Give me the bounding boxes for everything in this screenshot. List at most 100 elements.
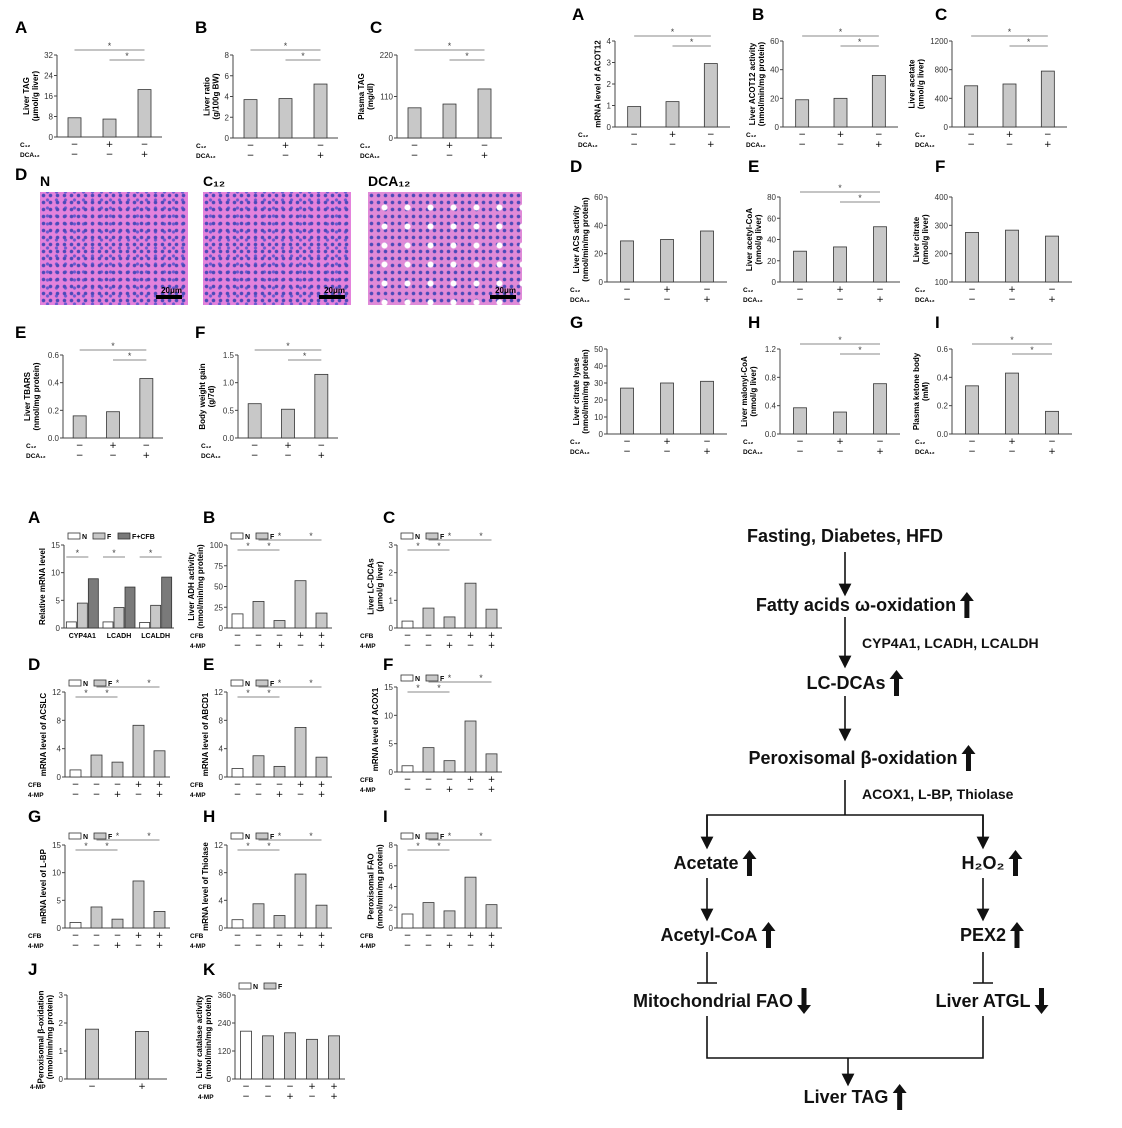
significance-star: * [246,688,250,698]
condition-mark: − [876,285,884,295]
condition-mark: + [143,451,151,461]
condition-mark: + [297,931,305,941]
y-tick-label: 0.4 [48,379,60,388]
y-tick-label: 15 [51,541,60,550]
condition-mark: − [135,790,143,800]
significance-star: * [278,678,282,688]
bar [873,383,887,435]
legend-swatch [400,674,414,682]
condition-mark: + [837,130,845,140]
legend-swatch [230,532,244,540]
condition-mark: + [836,285,844,295]
y-tick-label: 0 [57,773,62,782]
y-tick-label: 0.6 [48,351,60,360]
condition-label: DCA₁₂ [578,142,598,149]
condition-mark: + [286,1092,294,1102]
condition-mark: + [876,295,884,305]
legend-label: F [108,681,113,688]
bar [833,246,847,283]
bar [1005,229,1019,283]
y-tick-label: 3 [389,541,394,550]
y-tick-label: 120 [218,1047,232,1056]
condition-mark: − [876,437,884,447]
condition-label: DCA₁₂ [743,297,763,304]
y-axis-label: Liver malonyl-CoA [740,356,749,427]
panel-letter: K [203,960,216,979]
condition-mark: − [481,141,489,151]
y-tick-label: 100 [210,541,224,550]
panel-letter: A [28,508,40,527]
y-axis-label: Liver citrate [912,216,921,262]
condition-mark: + [669,130,677,140]
bar [873,226,887,283]
panel-letter: C [370,18,382,37]
condition-mark: − [623,437,631,447]
y-tick-label: 2 [607,80,612,89]
significance-star: * [416,683,420,693]
y-axis-label: Liver TBARS [23,371,32,421]
scale-label: 20μm [495,286,516,295]
node-lc-dcas: LC-DCAs [807,670,904,696]
legend-label: F [108,834,113,841]
bar [153,750,166,778]
y-axis-label: (nmol/min/mg protein) [196,544,205,629]
legend-swatch [68,832,82,840]
condition-mark: + [318,790,326,800]
node-acetate: Acetate [673,850,757,876]
bar [273,765,286,778]
significance-star: * [437,841,441,851]
node-label: Liver ATGL [935,990,1031,1011]
y-axis-label: Liver ACS activity [572,205,581,273]
bar [150,604,162,629]
condition-mark: − [72,931,80,941]
y-tick-label: 0.6 [937,345,949,354]
condition-mark: + [318,931,326,941]
condition-mark: + [875,140,883,150]
condition-mark: + [488,641,496,651]
category-label: CYP4A1 [69,633,96,640]
significance-star: * [149,548,153,558]
chart-f2C: C 0 400 800 1200 Liver acetate (nmol/g liver) *… [908,5,1067,150]
panel-letter: E [203,655,214,674]
y-axis-label: Relative mRNA level [38,548,47,625]
condition-mark: − [425,775,433,785]
y-tick-label: 0 [599,430,604,439]
bar [161,576,173,629]
condition-label: CFB [360,933,374,940]
y-tick-label: 15 [384,683,393,692]
y-tick-label: 0 [389,624,394,633]
y-tick-label: 4 [389,883,394,892]
condition-mark: − [143,441,151,451]
legend-swatch [117,532,131,540]
bar [69,769,82,778]
y-tick-label: 1200 [930,37,948,46]
significance-star: * [116,831,120,841]
histo-label-n: N [40,173,51,189]
condition-mark: − [796,437,804,447]
condition-mark: − [135,941,143,951]
y-tick-label: 0 [59,1075,64,1084]
condition-mark: − [255,931,263,941]
y-tick-label: 5 [56,596,61,605]
significance-star: * [479,673,483,683]
condition-mark: − [669,140,677,150]
condition-label: DCA₁₂ [26,453,46,460]
condition-mark: − [286,1082,294,1092]
condition-mark: − [467,785,475,795]
condition-mark: − [836,295,844,305]
significance-star: * [839,27,843,37]
condition-mark: − [242,1092,250,1102]
legend-label: N [83,681,88,688]
scale-label: 20μm [161,286,182,295]
significance-star: * [858,345,862,355]
condition-mark: − [93,790,101,800]
y-tick-label: 24 [44,72,53,81]
condition-mark: + [836,437,844,447]
condition-mark: + [276,941,284,951]
bar [833,411,847,435]
enzymes-label: CYP4A1, LCADH, LCALDH [862,635,1039,651]
